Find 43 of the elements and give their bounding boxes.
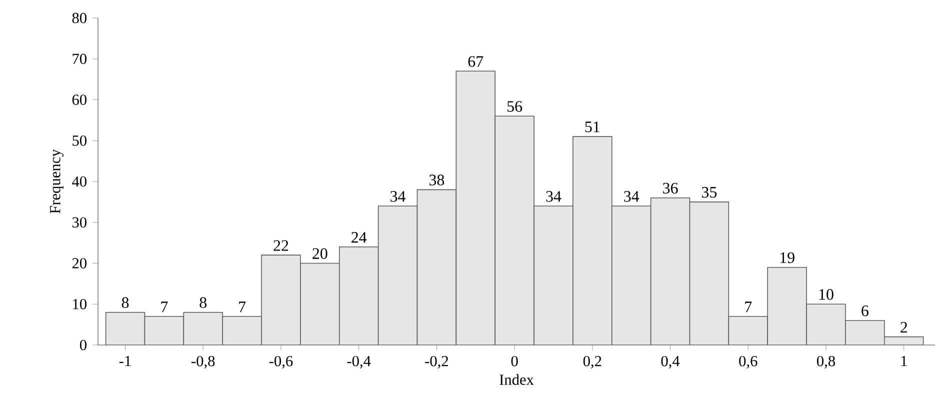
- y-tick-label: 30: [72, 217, 86, 228]
- data-label: 7: [239, 302, 246, 312]
- x-tick-label: -0,6: [269, 356, 293, 368]
- data-label: 38: [429, 174, 444, 186]
- y-tick-label: 60: [72, 94, 86, 105]
- x-tick-label: -0,8: [192, 356, 215, 368]
- data-label: 34: [390, 191, 406, 202]
- data-label: 2: [900, 322, 907, 333]
- x-tick-label: 0,2: [583, 356, 602, 368]
- x-tick-label: 0,6: [739, 356, 758, 368]
- data-label: 24: [352, 232, 367, 243]
- data-label: 67: [468, 56, 484, 67]
- data-label: 51: [585, 122, 600, 132]
- y-axis-title: Frequency: [50, 149, 64, 214]
- x-tick-label: 0,8: [817, 356, 836, 368]
- data-label: 56: [507, 101, 522, 112]
- y-tick-label: 80: [72, 12, 86, 24]
- x-tick-label: -1: [119, 356, 131, 366]
- y-tick-label: 50: [72, 135, 86, 146]
- data-label: 7: [745, 302, 752, 312]
- y-tick-label: 70: [72, 54, 86, 64]
- data-label: 10: [819, 289, 834, 300]
- x-tick-label: 0: [511, 356, 518, 366]
- data-label: 34: [624, 191, 640, 202]
- y-tick-label: 10: [73, 298, 86, 310]
- x-tick-label: 1: [901, 356, 907, 366]
- y-tick-label: 20: [72, 258, 86, 268]
- data-label: 6: [862, 305, 868, 316]
- data-label: 19: [780, 252, 794, 264]
- y-tick-label: 40: [72, 176, 86, 187]
- data-label: 34: [546, 191, 562, 202]
- x-axis-title: Index: [500, 374, 534, 385]
- y-tick-label: 0: [80, 340, 86, 350]
- x-tick-label: -0,4: [347, 356, 371, 368]
- x-tick-label: 0,4: [661, 356, 680, 368]
- x-tick-label: -0,2: [425, 356, 448, 368]
- data-label: 35: [702, 186, 717, 198]
- data-label: 8: [122, 297, 129, 308]
- data-label: 7: [161, 302, 168, 312]
- data-label: 20: [312, 248, 328, 259]
- data-label: 36: [663, 182, 678, 194]
- data-label: 8: [200, 297, 206, 308]
- data-label: 22: [274, 240, 288, 251]
